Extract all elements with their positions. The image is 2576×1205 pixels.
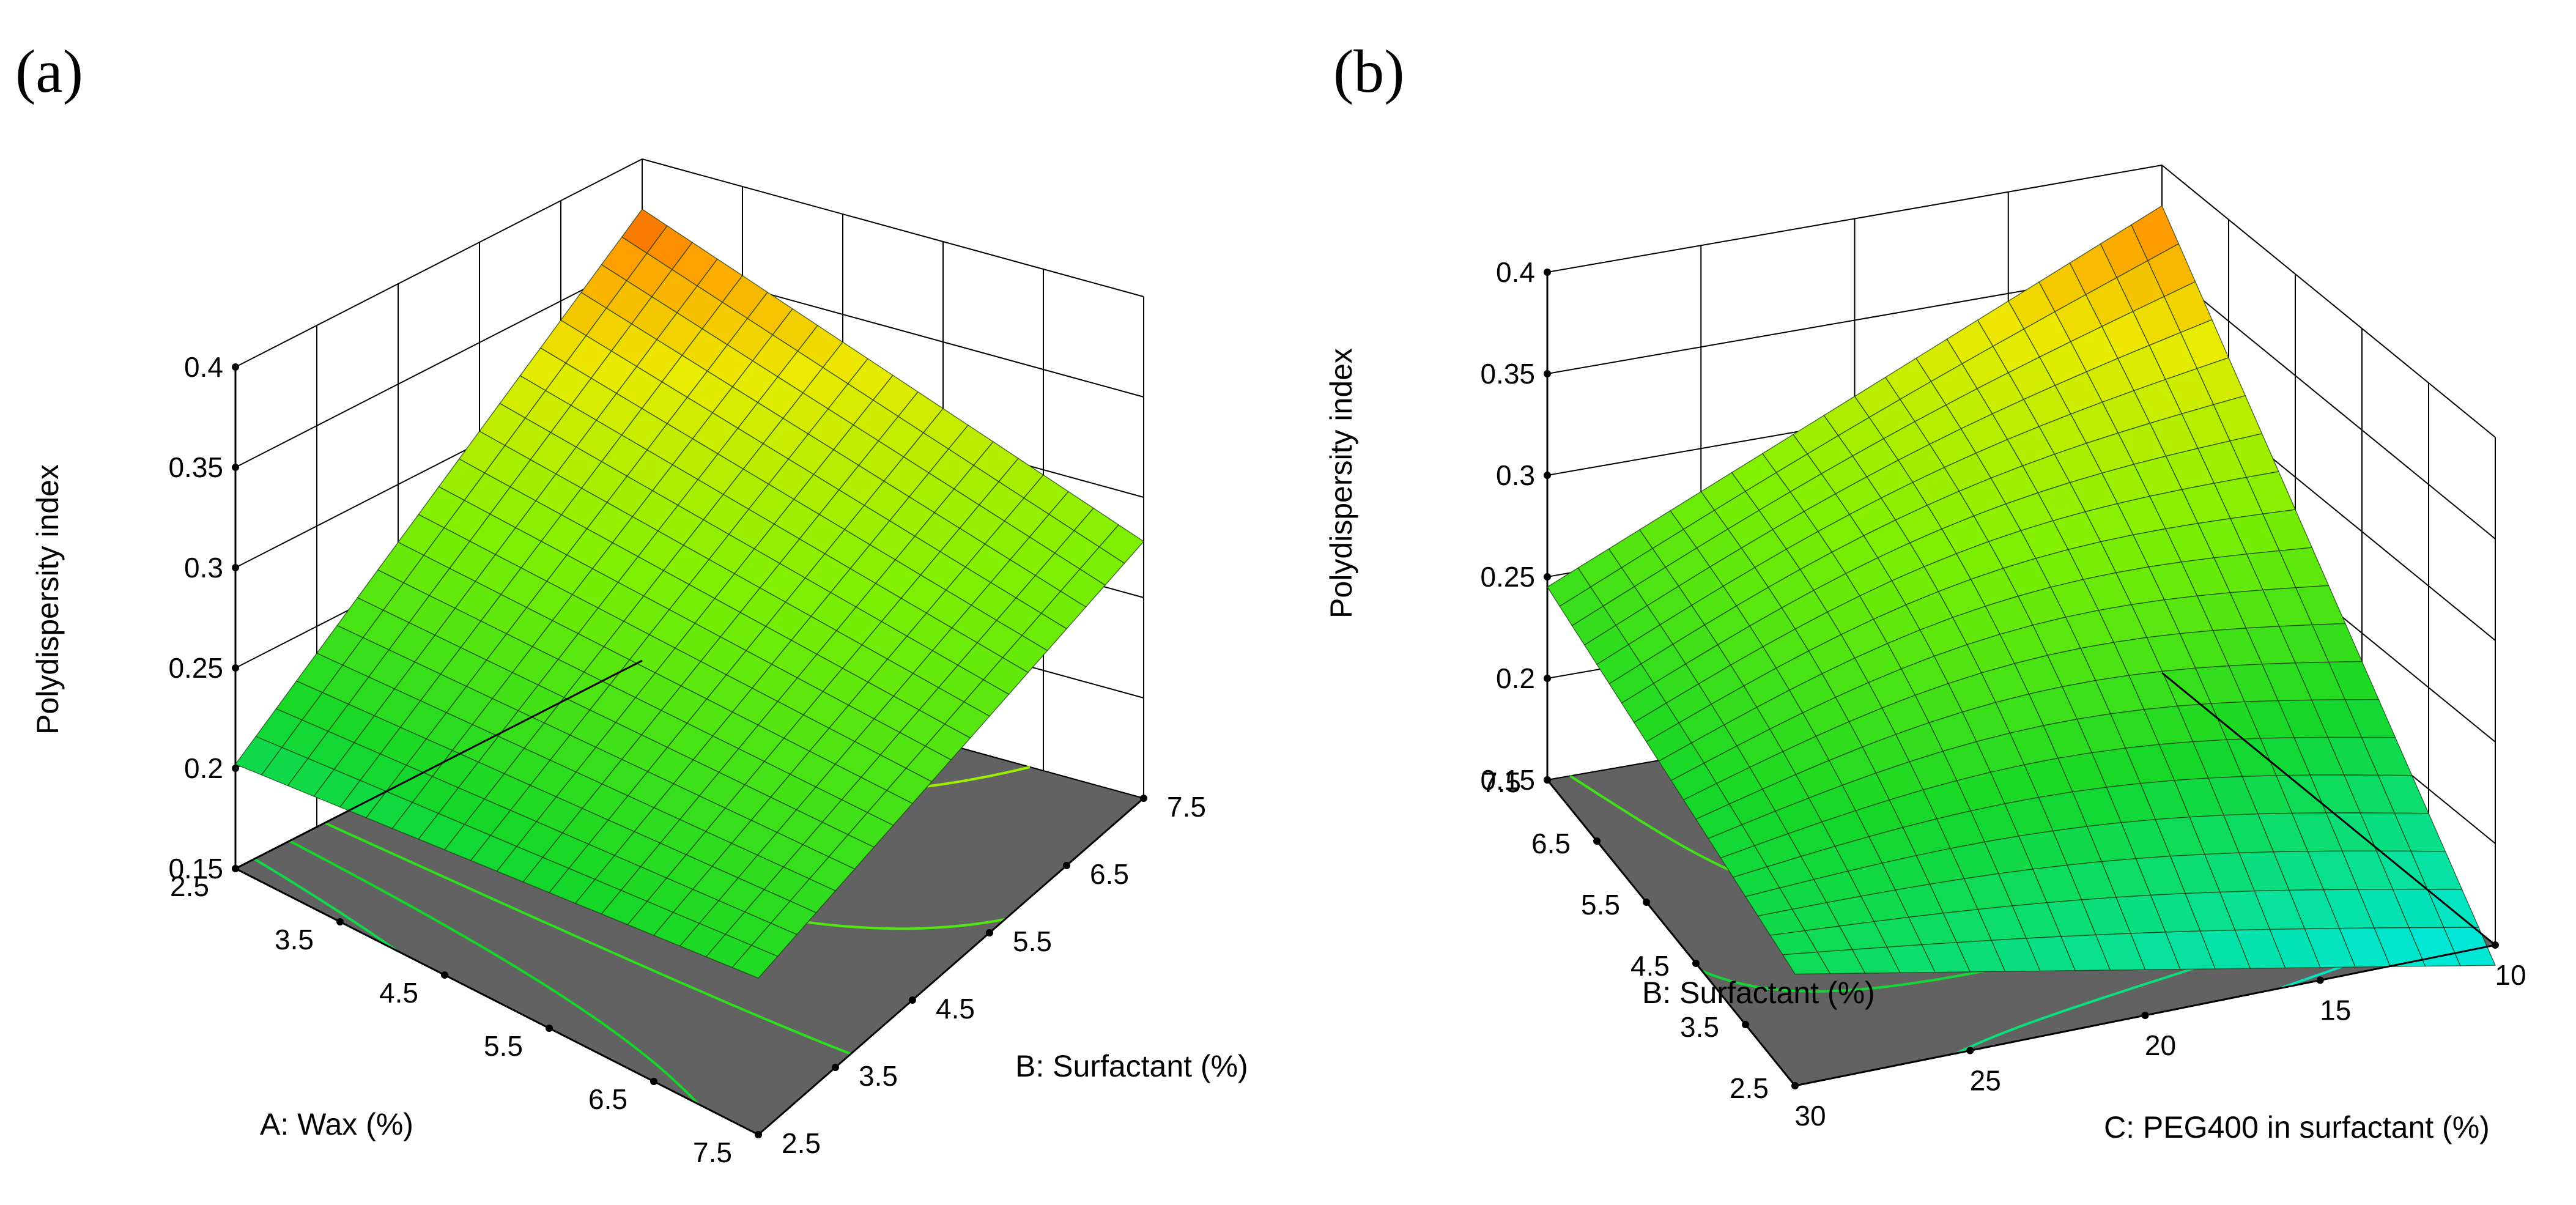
panel-label: (a)	[15, 37, 83, 105]
x-tick-label: 25	[1970, 1065, 2001, 1097]
x-tick-label: 20	[2145, 1029, 2176, 1061]
z-tick-mark	[1544, 573, 1551, 580]
y-tick-label: 4.5	[1630, 950, 1670, 982]
x-axis: 10 15 20 25 30	[1791, 941, 2526, 1132]
chart-panel-b: 0.15 0.2 0.25 0.3 0.35 0.4 10 15 20 25 30 2.5 3.5 4.5…	[1324, 37, 2526, 1144]
z-axis-title: Polydispersity index	[1324, 348, 1358, 618]
contour-line	[253, 858, 398, 952]
z-tick-label: 0.3	[184, 552, 223, 584]
response-surface	[234, 209, 1145, 979]
y-tick-label: 2.5	[782, 1127, 821, 1159]
y-tick-label: 5.5	[1581, 889, 1620, 921]
y-tick-label: 6.5	[1531, 828, 1571, 859]
x-tick-label: 3.5	[275, 924, 314, 955]
z-tick-mark	[232, 363, 239, 371]
z-tick-label: 0.25	[1480, 561, 1535, 593]
x-tick-label: 7.5	[693, 1136, 732, 1168]
floor-edge	[1546, 779, 1796, 1086]
panel-label: (b)	[1333, 37, 1405, 105]
y-axis-title: B: Surfactant (%)	[1642, 976, 1875, 1010]
z-tick-mark	[232, 765, 239, 772]
gridline	[642, 158, 1144, 297]
z-tick-label: 0.15	[168, 853, 223, 884]
gridline	[2161, 266, 2496, 539]
x-axis: 2.5 3.5 4.5 5.5 6.5 7.5	[170, 865, 762, 1168]
z-tick-label: 0.4	[184, 351, 223, 383]
z-tick-mark	[1544, 269, 1551, 276]
x-tick-label: 2.5	[170, 870, 209, 902]
z-axis-title: Polydispersity index	[31, 464, 65, 735]
y-tick-label: 3.5	[1680, 1011, 1719, 1043]
z-tick-label: 0.25	[168, 652, 223, 684]
y-axis: 2.5 3.5 4.5 5.5 6.5 7.5	[1482, 766, 1799, 1104]
y-tick-label: 4.5	[936, 993, 975, 1025]
x-tick-label: 6.5	[588, 1083, 627, 1115]
chart-panel-a: 0.150.20.250.30.350.42.53.54.55.56.57.5 2…	[15, 37, 1248, 1168]
contour-line	[289, 840, 699, 1105]
z-tick-label: 0.35	[168, 451, 223, 483]
x-tick-label: 10	[2495, 959, 2526, 991]
contour-line	[324, 821, 851, 1055]
y-axis-title: B: Surfactant (%)	[1015, 1049, 1248, 1083]
x-axis-title: A: Wax (%)	[260, 1107, 413, 1141]
x-tick-label: 5.5	[484, 1030, 523, 1062]
y-tick-label: 5.5	[1013, 925, 1052, 957]
z-tick-label: 0.4	[1496, 256, 1535, 288]
y-tick-label: 7.5	[1482, 766, 1521, 798]
z-axis: 0.15 0.2 0.25 0.3 0.35 0.4	[1480, 256, 1551, 796]
z-tick-label: 0.35	[1480, 358, 1535, 390]
y-tick-label: 3.5	[859, 1060, 898, 1092]
surface-cell	[731, 944, 779, 979]
z-tick-label: 0.3	[1496, 459, 1535, 491]
z-tick-mark	[232, 464, 239, 471]
x-tick-label: 4.5	[379, 977, 418, 1009]
z-tick-mark	[1544, 472, 1551, 479]
floor-edge	[235, 659, 643, 870]
z-tick-label: 0.2	[1496, 662, 1535, 694]
gridline	[235, 259, 643, 468]
gridline	[2161, 165, 2496, 438]
y-tick-label: 6.5	[1090, 858, 1129, 890]
x-axis-title: C: PEG400 in surfactant (%)	[2104, 1110, 2490, 1144]
z-tick-mark	[1544, 370, 1551, 377]
x-tick-label: 15	[2320, 995, 2351, 1026]
z-tick-mark	[1544, 675, 1551, 682]
floor-edge	[1794, 672, 2498, 1087]
z-tick-label: 0.15	[1480, 764, 1535, 796]
y-tick-label: 7.5	[1167, 791, 1206, 823]
z-tick-label: 0.2	[184, 752, 223, 784]
z-axis: 0.15 0.2 0.25 0.3 0.35 0.4	[168, 351, 239, 884]
surface-cell	[1782, 951, 1831, 975]
y-tick-label: 2.5	[1730, 1072, 1769, 1104]
floor-edge	[235, 797, 1144, 1136]
x-tick-label: 30	[1794, 1100, 1826, 1132]
z-tick-mark	[232, 564, 239, 571]
z-tick-mark	[232, 664, 239, 672]
gridline	[235, 158, 643, 368]
response-surface	[1547, 205, 2496, 975]
